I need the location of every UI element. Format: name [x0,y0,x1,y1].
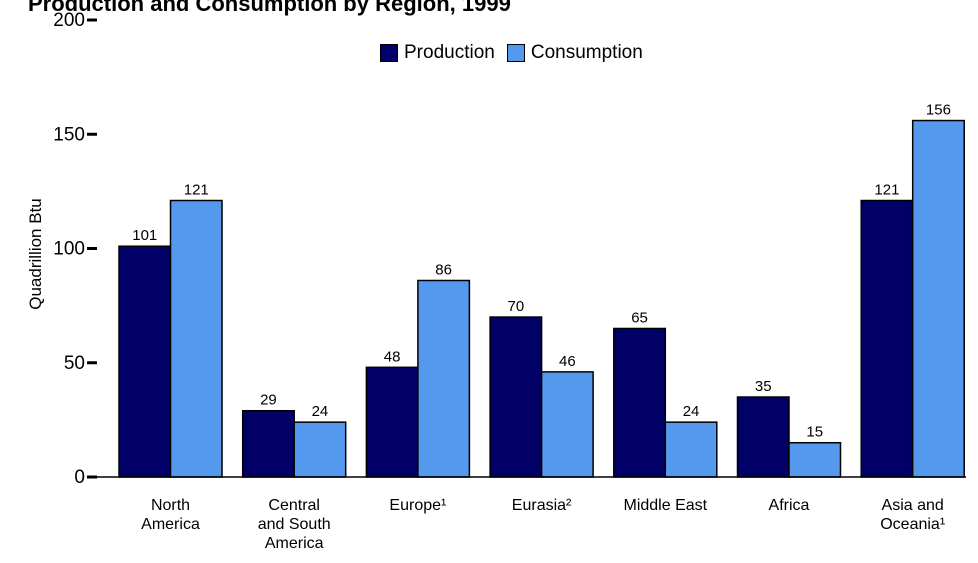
data-label-consumption-0: 121 [184,182,209,199]
y-tick-label-50: 50 [64,353,85,374]
y-tick-label-150: 150 [53,124,85,145]
bar-production-0 [118,245,172,478]
data-label-production-5: 35 [755,378,772,395]
bar-consumption-3 [540,371,594,478]
x-tick-label: Asia and Oceania¹ [853,496,973,534]
bar-consumption-6 [911,119,965,478]
legend-label-production: Production [404,42,495,63]
legend: Production Consumption [380,42,655,64]
data-label-production-3: 70 [508,298,525,315]
x-tick-label-line: Asia and [881,497,944,514]
y-tick-label-200: 200 [53,10,85,31]
x-tick-label-line: Oceania¹ [880,516,946,533]
bar-consumption-5 [788,441,842,478]
data-label-consumption-1: 24 [312,403,329,420]
bar-production-2 [365,366,419,478]
x-tick-label-line: America [264,535,324,552]
x-tick-label: Europe¹ [358,496,478,515]
data-label-consumption-6: 156 [926,102,951,119]
legend-item-consumption: Consumption [506,42,643,64]
bar-consumption-0 [169,199,223,478]
x-tick-label: North America [111,496,231,534]
bar-production-5 [736,396,790,478]
legend-label-consumption: Consumption [530,42,643,63]
legend-item-production: Production [380,42,495,64]
data-label-production-6: 121 [874,182,899,199]
data-label-production-2: 48 [384,348,401,365]
x-tick-label-line: Central [268,497,320,514]
x-tick-label-line: Africa [768,497,810,514]
data-label-consumption-2: 86 [435,261,452,278]
x-tick-label-line: Europe¹ [389,497,447,514]
x-tick-label: Africa [729,496,849,515]
x-tick-label-line: North [150,497,191,514]
data-label-production-4: 65 [631,309,648,326]
x-tick-label-line: and South [257,516,331,533]
y-axis-label: Quadrillion Btu [26,198,45,310]
bar-production-3 [489,316,543,478]
data-label-consumption-4: 24 [683,403,700,420]
bar-consumption-2 [417,279,471,478]
x-tick-label: Central and South America [234,496,354,553]
x-tick-label-line: America [141,516,200,533]
x-tick-label: Middle East [605,496,725,515]
bar-production-4 [613,327,667,478]
bar-consumption-1 [293,421,347,478]
data-label-production-1: 29 [260,392,277,409]
legend-swatch-production [380,44,398,62]
data-label-consumption-5: 15 [806,424,823,441]
x-tick-label-line: Middle East [623,497,708,514]
chart-title: Production and Consumption by Region, 19… [28,0,511,16]
data-label-consumption-3: 46 [559,353,576,370]
legend-swatch-consumption [506,44,525,62]
bar-production-1 [241,409,295,478]
y-tick-label-100: 100 [53,239,85,260]
data-label-production-0: 101 [132,227,157,244]
bar-consumption-4 [664,421,718,478]
x-tick-label-line: Eurasia² [511,497,572,514]
bar-production-6 [860,199,914,478]
x-tick-label: Eurasia² [482,496,602,515]
y-tick-label-0: 0 [74,467,85,488]
